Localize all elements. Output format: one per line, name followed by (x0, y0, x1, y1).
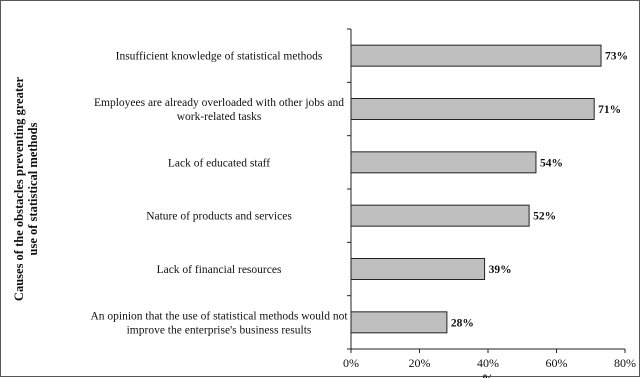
category-label: Insufficient knowledge of statistical me… (116, 51, 323, 63)
y-axis-title: use of statistical methods (26, 122, 40, 255)
bar (350, 151, 537, 174)
category-label: improve the enterprise's business result… (127, 324, 312, 336)
x-tick-label: 40% (477, 356, 499, 370)
data-label: 54% (540, 157, 563, 169)
category-label: Lack of financial resources (157, 264, 282, 276)
x-tick-label: 0% (343, 356, 359, 370)
category-label: work-related tasks (177, 111, 262, 123)
data-label: 73% (605, 51, 628, 63)
bar (350, 258, 486, 280)
bar (350, 98, 595, 120)
y-axis-title: Causes of the obstacles preventing great… (12, 76, 26, 301)
x-tick-label: 20% (409, 356, 431, 370)
data-label: 28% (451, 317, 474, 329)
category-label: Lack of educated staff (168, 157, 270, 169)
bar (350, 44, 602, 67)
category-label: An opinion that the use of statistical m… (90, 310, 348, 322)
bar (350, 204, 530, 227)
data-label: 39% (489, 264, 512, 276)
data-label: 71% (598, 104, 621, 116)
x-axis-title: % (482, 372, 495, 378)
category-label: Nature of products and services (146, 211, 292, 223)
category-label: Employees are already overloaded with ot… (94, 97, 344, 109)
bar (350, 311, 448, 334)
x-tick-label: 80% (614, 356, 636, 370)
data-label: 52% (533, 211, 556, 223)
x-tick-label: 60% (546, 356, 568, 370)
